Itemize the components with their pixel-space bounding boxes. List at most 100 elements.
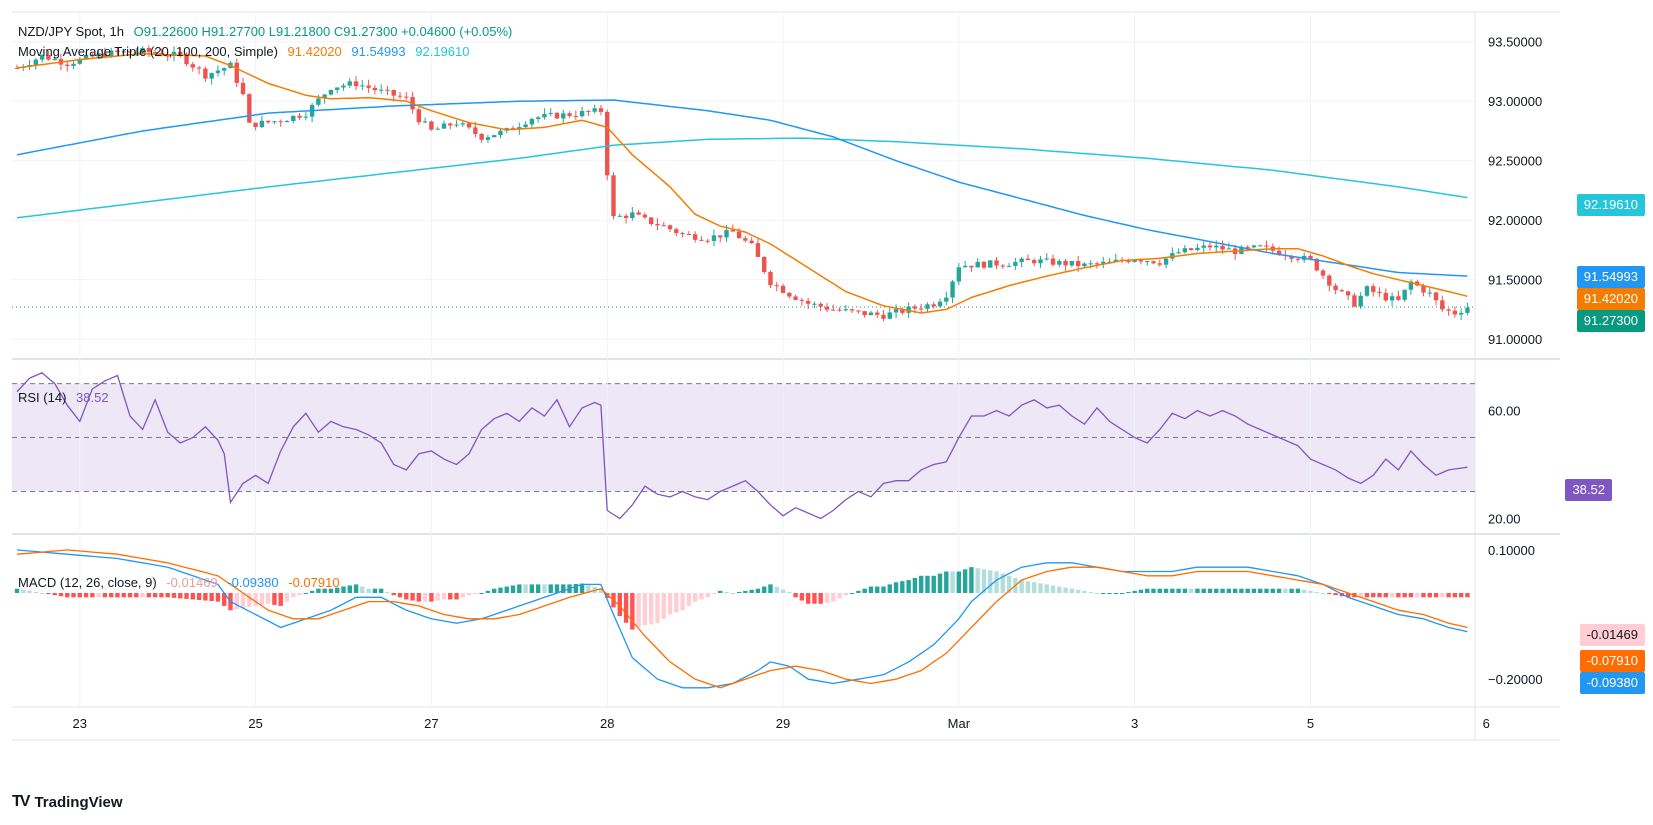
macd-legend: MACD (12, 26, close, 9) -0.01469 -0.0938… [18, 575, 346, 591]
macd-histogram-bar [196, 593, 202, 600]
macd-histogram-bar [736, 591, 742, 593]
candle-body [52, 59, 57, 61]
macd-histogram-bar [454, 593, 459, 600]
candle-body [705, 240, 710, 242]
macd-histogram-bar [272, 593, 277, 605]
ma-label[interactable]: Moving Average Triple (20, 100, 200, Sim… [18, 44, 278, 59]
macd-histogram-bar [473, 593, 478, 595]
macd-histogram-bar [52, 593, 57, 596]
macd-histogram-bar [1396, 593, 1401, 598]
candle-body [1195, 247, 1200, 251]
candle-body [1433, 292, 1439, 301]
candle-body [121, 51, 126, 53]
macd-histogram-bar [655, 593, 660, 624]
macd-histogram-bar [498, 587, 503, 593]
candle-body [573, 115, 579, 117]
macd-histogram-bar [1446, 593, 1451, 598]
macd-histogram-bar [165, 593, 170, 598]
macd-histogram-bar [33, 591, 39, 593]
candle-body [14, 67, 20, 69]
macd-histogram-bar [115, 593, 120, 598]
macd-histogram-bar [1069, 588, 1075, 593]
time-tick-label: 25 [248, 716, 262, 731]
candle-body [1327, 275, 1332, 286]
candle-body [1289, 256, 1294, 259]
candle-body [554, 112, 560, 119]
macd-histogram-bar [14, 588, 20, 593]
time-tick-label: 3 [1131, 716, 1138, 731]
macd-histogram-bar [761, 586, 767, 593]
macd-histogram-bar [648, 593, 654, 625]
candle-body [900, 309, 905, 313]
candle-body [366, 85, 371, 88]
candle-body [146, 48, 152, 53]
candle-body [925, 304, 930, 309]
macd-histogram-bar [410, 593, 415, 601]
macd-histogram-bar [422, 593, 428, 602]
rsi-value-tag: 38.52 [1565, 479, 1612, 501]
macd-histogram-bar [1402, 593, 1407, 598]
macd-histogram-bar [190, 593, 196, 600]
macd-histogram-bar [1283, 588, 1288, 593]
macd-histogram-bar [1182, 588, 1188, 593]
candle-body [1069, 260, 1075, 266]
macd-histogram-bar [265, 593, 271, 604]
candle-body [441, 123, 447, 129]
price-tick-label: 92.50000 [1488, 154, 1542, 169]
macd-histogram-bar [1415, 593, 1420, 598]
time-tick-label: 5 [1307, 716, 1314, 731]
macd-histogram-bar [441, 593, 447, 600]
candle-body [1345, 291, 1351, 296]
rsi-label[interactable]: RSI (14) [18, 390, 67, 405]
macd-histogram-bar [805, 593, 811, 604]
macd-histogram-bar [378, 588, 384, 593]
candle-body [724, 230, 729, 238]
candle-body [1031, 260, 1037, 264]
symbol-label[interactable]: NZD/JPY Spot, 1h [18, 24, 124, 39]
macd-histogram-bar [1000, 573, 1005, 593]
macd-histogram-bar [234, 593, 239, 610]
candle-body [579, 111, 585, 117]
macd-histogram-bar [824, 593, 830, 603]
candle-body [1019, 258, 1024, 262]
time-tick-label: Mar [948, 716, 971, 731]
macd-histogram-bar [1201, 588, 1206, 593]
macd-histogram-bar [39, 593, 45, 594]
macd-histogram-bar [71, 593, 76, 598]
candle-body [730, 230, 736, 232]
candle-body [674, 229, 679, 234]
candle-body [718, 235, 723, 238]
macd-histogram-bar [1276, 588, 1282, 593]
macd-histogram-bar [341, 586, 346, 593]
candle-body [774, 285, 779, 287]
candle-body [1446, 309, 1451, 311]
macd-histogram-bar [1038, 583, 1043, 593]
macd-histogram-bar [837, 593, 842, 599]
macd-hist-legend-value: -0.01469 [166, 575, 218, 590]
macd-histogram-bar [975, 568, 980, 593]
macd-histogram-bar [1333, 593, 1338, 596]
candle-body [1151, 261, 1156, 264]
candle-body [240, 82, 246, 95]
macd-histogram-bar [1314, 591, 1319, 593]
macd-histogram-bar [1214, 588, 1219, 593]
candle-body [492, 135, 497, 138]
macd-histogram-bar [203, 593, 208, 601]
macd-histogram-bar [517, 584, 522, 593]
candle-body [1458, 312, 1464, 315]
candle-body [391, 89, 396, 96]
candle-body [1245, 246, 1250, 248]
macd-hist-tag: -0.01469 [1579, 624, 1645, 646]
candle-body [661, 225, 666, 227]
macd-histogram-bar [617, 593, 622, 616]
candle-body [849, 309, 855, 311]
macd-histogram-bar [1145, 588, 1150, 593]
footer-brand[interactable]: TV TradingView [12, 793, 123, 811]
macd-label[interactable]: MACD (12, 26, close, 9) [18, 575, 157, 590]
candle-body [297, 115, 302, 118]
macd-histogram-bar [184, 593, 189, 599]
macd-histogram-bar [573, 583, 579, 593]
macd-histogram-bar [353, 584, 359, 593]
candle-body [190, 64, 196, 68]
